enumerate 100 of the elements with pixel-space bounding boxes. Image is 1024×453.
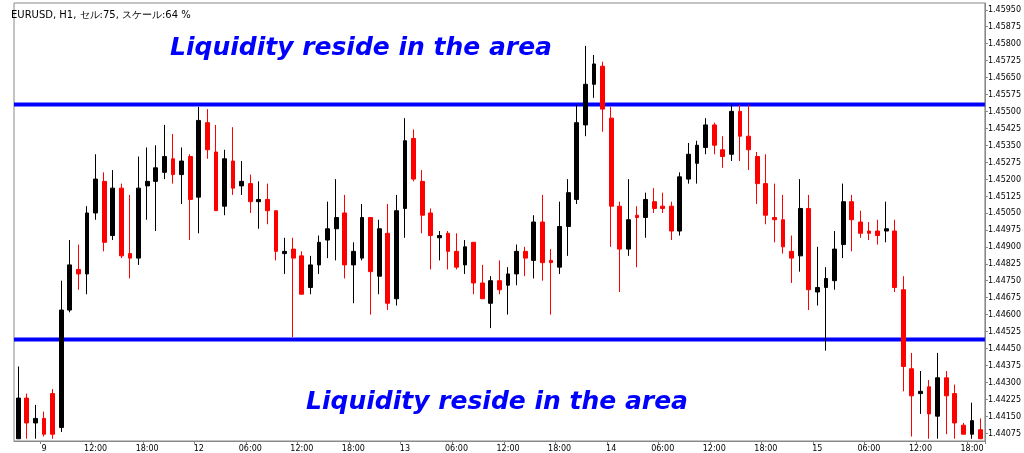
- candlestick: [446, 230, 450, 270]
- candlestick: [239, 160, 244, 196]
- candlestick: [454, 232, 459, 270]
- candlestick: [970, 402, 974, 440]
- y-tick-label: 1.44975: [987, 225, 1022, 235]
- y-tick-label: 1.45275: [987, 157, 1022, 167]
- y-tick-label: 1.44450: [987, 343, 1022, 353]
- candlestick: [308, 255, 313, 295]
- annotation: Liquidity reside in the area: [306, 386, 688, 415]
- candlestick: [50, 388, 55, 440]
- candlestick: [179, 146, 184, 205]
- candlestick: [557, 201, 562, 275]
- candlestick: [59, 280, 64, 433]
- candlestick: [153, 144, 158, 232]
- y-tick-label: 1.44075: [987, 428, 1022, 438]
- y-tick-label: 1.45425: [987, 123, 1022, 133]
- annotation: Liquidity reside in the area: [170, 32, 552, 61]
- x-tick-label: 9: [41, 443, 47, 453]
- candlestick: [832, 230, 837, 291]
- x-tick-label: 12:00: [702, 443, 726, 453]
- candlestick: [33, 404, 38, 440]
- candlestick: [574, 104, 579, 205]
- candlestick: [626, 178, 631, 257]
- candlestick: [128, 194, 132, 279]
- y-tick-label: 1.45575: [987, 89, 1022, 99]
- candlestick: [16, 365, 21, 440]
- candlestick: [102, 171, 107, 252]
- y-tick-label: 1.44900: [987, 242, 1022, 252]
- y-tick-label: 1.44750: [987, 276, 1022, 286]
- candlestick: [85, 205, 89, 295]
- candlestick: [901, 275, 906, 392]
- candlestick: [909, 352, 914, 437]
- candlestick: [360, 203, 364, 261]
- candlestick: [231, 126, 235, 196]
- y-tick-label: 1.45950: [987, 5, 1022, 15]
- candlestick: [428, 207, 433, 270]
- x-tick-label: 06:00: [857, 443, 881, 453]
- candlestick: [93, 153, 98, 221]
- candlestick: [746, 104, 751, 171]
- x-tick-label: 13: [399, 443, 411, 453]
- candlestick: [927, 379, 931, 440]
- x-tick-label: 06:00: [238, 443, 262, 453]
- y-tick-label: 1.45800: [987, 39, 1022, 49]
- y-tick-label: 1.44525: [987, 327, 1022, 336]
- candlestick: [523, 246, 528, 277]
- candlestick: [506, 266, 510, 316]
- candlestick: [686, 142, 691, 185]
- candlestick: [617, 201, 622, 293]
- x-tick-label: 12:00: [908, 443, 933, 453]
- candlestick: [935, 352, 940, 440]
- candlestick: [196, 106, 201, 234]
- candlestick: [643, 192, 648, 239]
- y-tick-label: 1.44300: [987, 377, 1022, 387]
- candlestick: [67, 239, 72, 313]
- candlestick: [549, 248, 553, 316]
- candlestick: [978, 417, 983, 440]
- y-tick-label: 1.45500: [987, 106, 1022, 116]
- candlestick: [403, 117, 407, 239]
- candlestick: [712, 122, 717, 155]
- x-tick-label: 18:00: [960, 443, 984, 453]
- candlestick: [42, 411, 46, 437]
- candlestick: [583, 45, 588, 137]
- candlestick: [867, 221, 871, 241]
- candlestick: [609, 106, 614, 248]
- x-tick-label: 06:00: [651, 443, 675, 453]
- x-tick-label: 12:00: [496, 443, 520, 453]
- candlestick: [514, 244, 519, 286]
- candlestick: [136, 156, 141, 266]
- candlestick: [875, 219, 880, 246]
- candlestick: [394, 194, 399, 307]
- candlestick: [789, 235, 794, 284]
- candlestick: [162, 124, 167, 180]
- candlestick: [282, 237, 287, 275]
- y-tick-label: 1.45200: [987, 174, 1022, 184]
- candlestick: [265, 183, 270, 225]
- y-tick-label: 1.44375: [987, 360, 1022, 370]
- candlestick: [763, 153, 768, 225]
- y-tick-label: 1.45725: [987, 56, 1022, 66]
- candlestick: [531, 214, 536, 279]
- candlestick: [772, 183, 777, 243]
- candlestick: [145, 146, 150, 221]
- y-tick-label: 1.45050: [987, 208, 1022, 218]
- candlestick: [755, 151, 760, 205]
- x-tick-label: 12:00: [290, 443, 314, 453]
- x-tick-label: 14: [606, 443, 617, 453]
- candlestick: [420, 169, 425, 234]
- candlestick: [884, 201, 889, 243]
- candlestick: [205, 108, 210, 160]
- candlestick: [291, 237, 296, 338]
- candlestick: [119, 183, 124, 259]
- candlestick: [600, 61, 605, 133]
- candlestick: [858, 210, 863, 239]
- candlestick: [798, 178, 803, 273]
- candlestick: [703, 117, 708, 155]
- candlestick: [566, 178, 571, 257]
- candlestick: [256, 180, 261, 230]
- candlestick: [695, 140, 699, 185]
- candlestick: [299, 250, 304, 295]
- x-tick-label: 12:00: [84, 443, 108, 453]
- y-tick-label: 1.44150: [987, 411, 1022, 421]
